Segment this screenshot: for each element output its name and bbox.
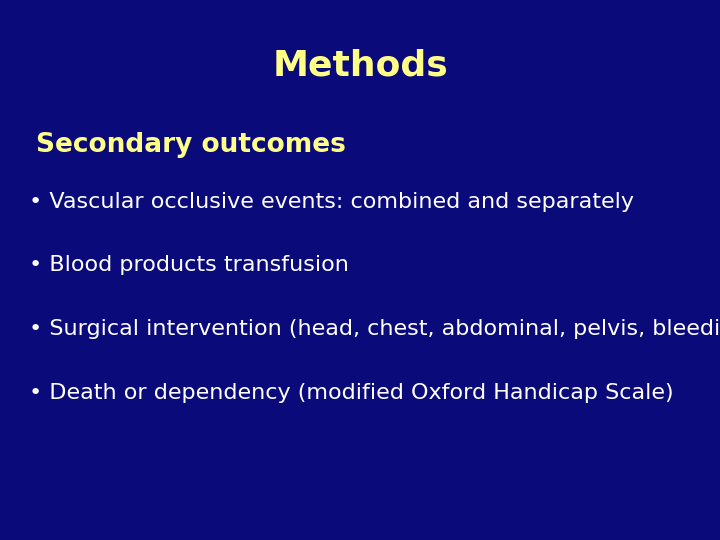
Text: • Blood products transfusion: • Blood products transfusion [29, 255, 348, 275]
Text: Methods: Methods [272, 49, 448, 83]
Text: Secondary outcomes: Secondary outcomes [36, 132, 346, 158]
Text: • Surgical intervention (head, chest, abdominal, pelvis, bleeding): • Surgical intervention (head, chest, ab… [29, 319, 720, 339]
Text: • Vascular occlusive events: combined and separately: • Vascular occlusive events: combined an… [29, 192, 634, 212]
Text: • Death or dependency (modified Oxford Handicap Scale): • Death or dependency (modified Oxford H… [29, 383, 673, 403]
